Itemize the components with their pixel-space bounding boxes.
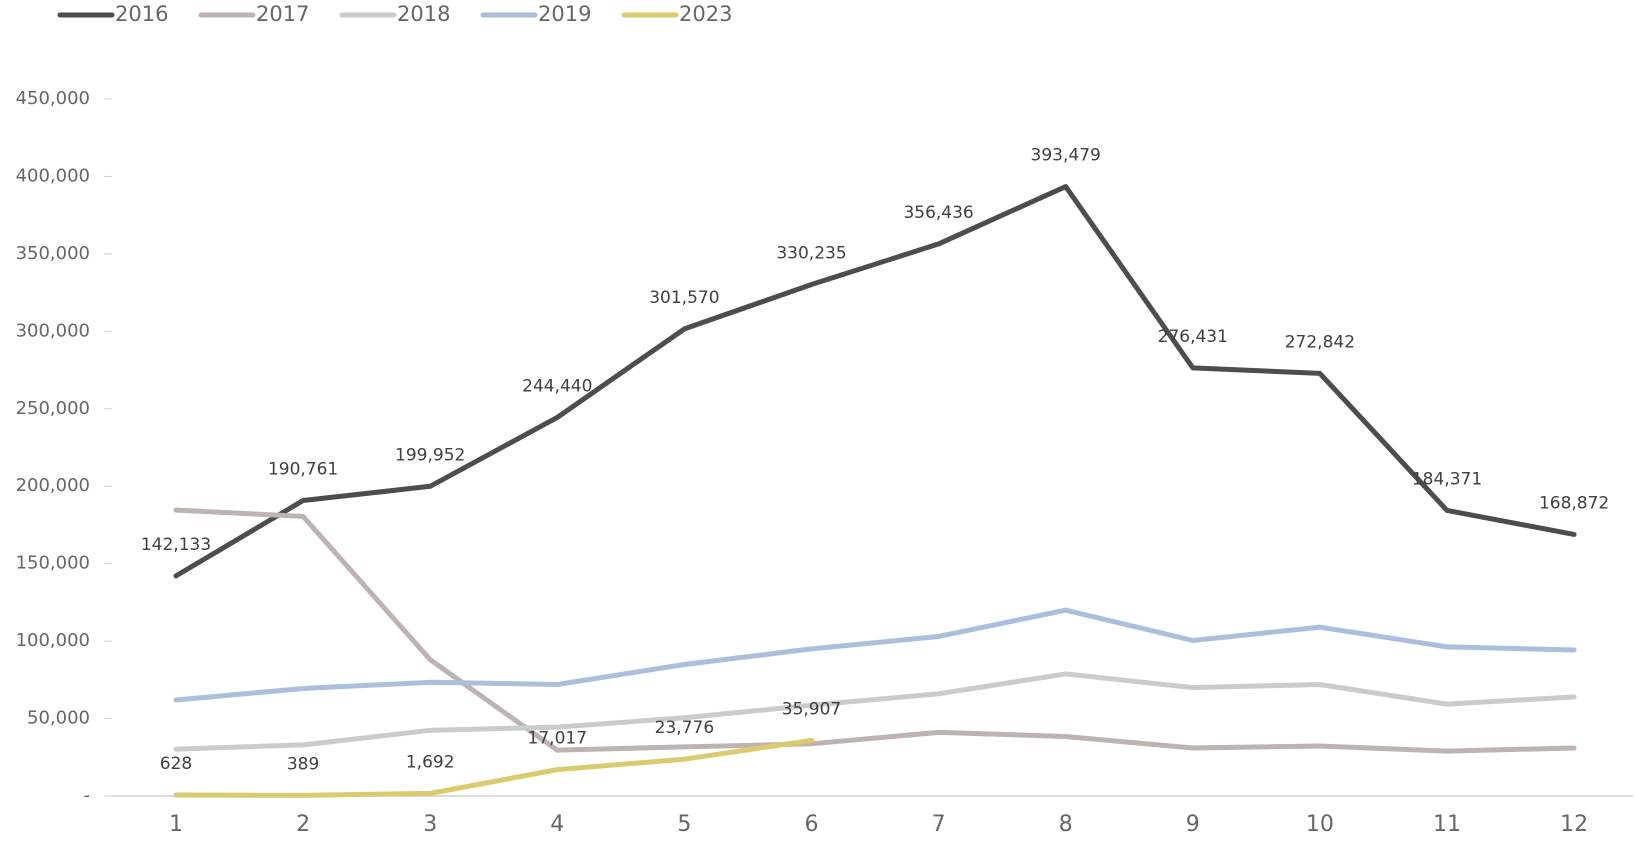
y-tick-label: 250,000 — [16, 398, 90, 419]
y-tick-label: 100,000 — [16, 630, 90, 651]
data-label: 244,440 — [522, 376, 592, 396]
data-label: 23,776 — [655, 718, 714, 738]
x-tick-label: 9 — [1186, 812, 1200, 837]
data-label: 35,907 — [782, 699, 841, 719]
series-line — [173, 507, 1577, 754]
data-label: 199,952 — [395, 445, 465, 465]
series-line — [173, 737, 814, 798]
data-label: 190,761 — [268, 460, 338, 480]
data-label: 389 — [287, 754, 319, 774]
x-tick-label: 6 — [805, 812, 819, 837]
data-label: 17,017 — [528, 729, 587, 749]
data-label: 168,872 — [1539, 493, 1609, 513]
y-tick-label: - — [84, 785, 91, 806]
data-label: 356,436 — [903, 203, 973, 223]
y-tick-label: 50,000 — [27, 708, 90, 729]
x-tick-label: 2 — [296, 812, 310, 837]
y-tick-label: 300,000 — [16, 320, 90, 341]
legend-label: 2016 — [115, 2, 168, 26]
data-label: 184,371 — [1412, 469, 1482, 489]
x-tick-label: 1 — [169, 812, 183, 837]
x-tick-label: 10 — [1306, 812, 1334, 837]
data-label: 272,842 — [1285, 332, 1355, 352]
y-tick-label: 150,000 — [16, 553, 90, 574]
x-tick-label: 12 — [1560, 812, 1588, 837]
y-tick-label: 450,000 — [16, 88, 90, 109]
data-label: 628 — [160, 754, 192, 774]
data-label: 330,235 — [776, 244, 846, 264]
x-tick-label: 11 — [1433, 812, 1461, 837]
y-tick-label: 200,000 — [16, 475, 90, 496]
x-tick-label: 8 — [1059, 812, 1073, 837]
data-label: 1,692 — [406, 752, 455, 772]
x-tick-label: 7 — [932, 812, 946, 837]
x-tick-label: 4 — [550, 812, 564, 837]
legend-label: 2017 — [256, 2, 309, 26]
data-label: 142,133 — [141, 535, 211, 555]
series-line — [173, 184, 1577, 579]
legend-label: 2019 — [538, 2, 591, 26]
y-tick-label: 350,000 — [16, 243, 90, 264]
data-label: 276,431 — [1158, 327, 1228, 347]
x-tick-label: 3 — [423, 812, 437, 837]
legend-label: 2023 — [679, 2, 732, 26]
series-line — [173, 671, 1577, 752]
legend-label: 2018 — [397, 2, 450, 26]
data-label: 393,479 — [1031, 146, 1101, 166]
x-tick-label: 5 — [677, 812, 691, 837]
series-line — [173, 607, 1577, 703]
data-label: 301,570 — [649, 288, 719, 308]
y-tick-label: 400,000 — [16, 165, 90, 186]
